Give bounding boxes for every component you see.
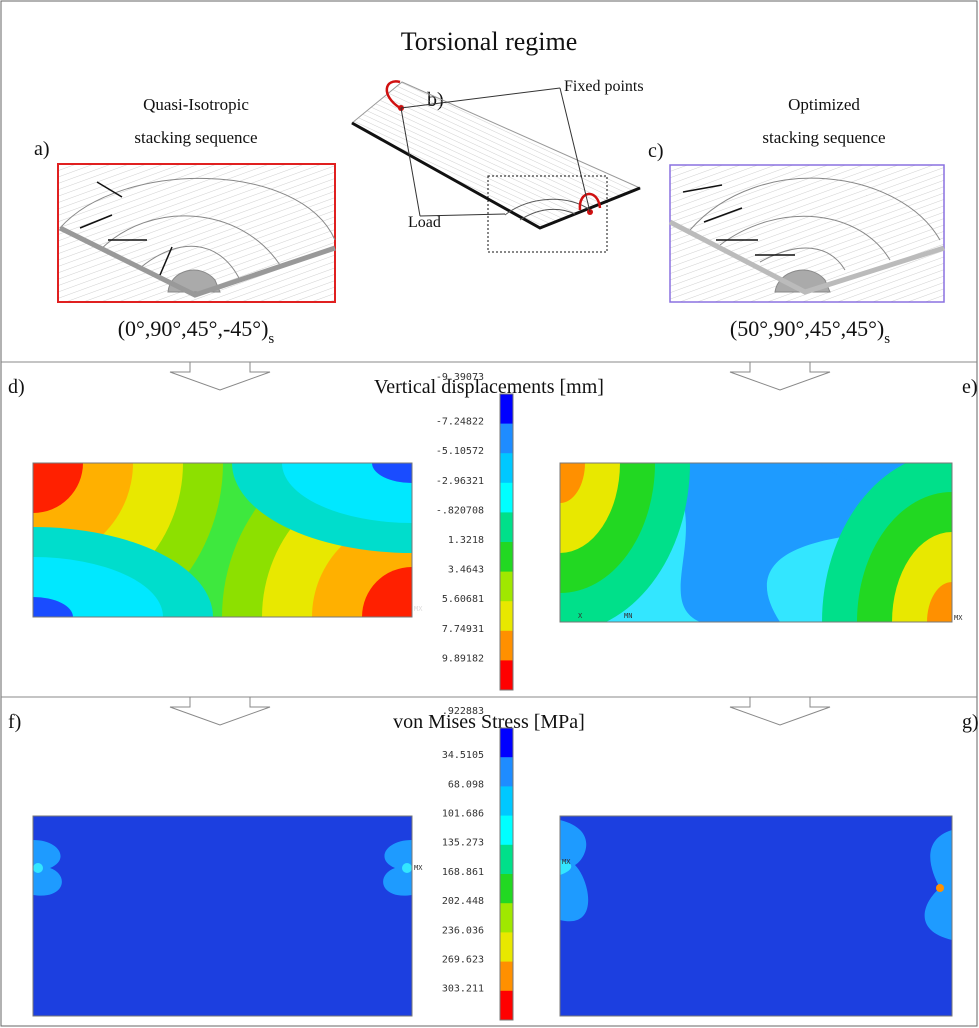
colorbar-label: -2.96321 xyxy=(436,476,484,487)
colorbar-label: 236.036 xyxy=(442,925,484,936)
plot-mark: X xyxy=(578,612,583,620)
panel-label: a) xyxy=(34,138,50,160)
colorbar-label: 5.60681 xyxy=(442,594,484,605)
plot-mark: MX xyxy=(954,614,963,622)
panel-label: d) xyxy=(8,376,25,398)
contour-plot xyxy=(560,816,952,1016)
colorbar-label: .922883 xyxy=(442,706,484,717)
contour-plot xyxy=(33,463,412,617)
colorbar-segment xyxy=(500,394,513,425)
colorbar-segment xyxy=(500,423,513,454)
colorbar-frame xyxy=(499,727,514,1021)
colorbar-segment xyxy=(500,815,513,846)
colorbar-label: 9.89182 xyxy=(442,653,484,664)
subscript: s xyxy=(884,331,890,347)
colorbar-label: 3.4643 xyxy=(448,565,484,576)
colorbar-segment xyxy=(500,990,513,1021)
colorbar-segment xyxy=(500,571,513,602)
contour-plot xyxy=(560,463,952,622)
caption: Quasi-Isotropic xyxy=(143,95,249,114)
colorbar-label: 168.861 xyxy=(442,867,484,878)
colorbar-segment xyxy=(500,601,513,632)
sketch-c xyxy=(668,164,945,303)
sequence-text: (50°,90°,45°,45°) xyxy=(730,316,884,341)
colorbar-segment xyxy=(500,961,513,992)
colorbar-label: 135.273 xyxy=(442,838,484,849)
colorbar-label: 1.3218 xyxy=(448,535,484,546)
colorbar-label: -9.39073 xyxy=(436,372,484,383)
annotation: Load xyxy=(408,214,441,231)
colorbar-segment xyxy=(500,757,513,787)
colorbar-label: 7.74931 xyxy=(442,624,484,635)
colorbar-label: 101.686 xyxy=(442,809,484,820)
sequence-text: (0°,90°,45°,-45°) xyxy=(118,316,269,341)
colorbar-segment xyxy=(500,542,513,573)
colorbar-label: -.820708 xyxy=(436,505,484,516)
plot-frame xyxy=(32,815,413,1017)
colorbar-label: 303.211 xyxy=(442,984,484,995)
plot-frame xyxy=(559,815,953,1017)
colorbar-segment xyxy=(500,660,513,691)
colorbar-segment xyxy=(500,512,513,543)
colorbar-segment xyxy=(500,482,513,513)
colorbar-label: 202.448 xyxy=(442,896,484,907)
colorbar-segment xyxy=(500,453,513,484)
panel-label: f) xyxy=(8,711,21,733)
colorbar-label: -7.24822 xyxy=(436,417,484,428)
plot-mark: MX xyxy=(562,858,571,866)
colorbar-segment xyxy=(500,728,513,758)
subscript: s xyxy=(268,331,274,347)
annotation: Fixed points xyxy=(564,78,644,95)
colorbar-frame xyxy=(499,393,514,691)
panel-label: e) xyxy=(962,376,978,398)
plot-mark: MX xyxy=(414,605,423,613)
sketch-a xyxy=(57,163,336,303)
section-title: von Mises Stress [MPa] xyxy=(393,711,585,733)
plot-frame xyxy=(559,462,953,623)
title: Torsional regime xyxy=(401,27,578,56)
panel-label: g) xyxy=(962,711,979,733)
colorbar-label: 269.623 xyxy=(442,955,484,966)
plot-frame xyxy=(32,462,413,618)
contour-plot xyxy=(33,816,412,1016)
panel-label: c) xyxy=(648,140,664,162)
colorbar-segment xyxy=(500,874,513,904)
colorbar-segment xyxy=(500,786,513,817)
section-title: Vertical displacements [mm] xyxy=(374,376,604,398)
sequence: (0°,90°,45°,-45°)s xyxy=(118,316,275,347)
colorbar-segment xyxy=(500,932,513,963)
colorbar-segment xyxy=(500,903,513,933)
colorbar-segment xyxy=(500,630,513,661)
sequence: (50°,90°,45°,45°)s xyxy=(730,316,890,347)
caption: stacking sequence xyxy=(134,128,257,147)
divider xyxy=(1,361,977,726)
caption: stacking sequence xyxy=(762,128,885,147)
colorbar-label: 68.098 xyxy=(448,779,484,790)
colorbar-label: -5.10572 xyxy=(436,446,484,457)
plot-mark: MN xyxy=(624,612,632,620)
plot-mark: MX xyxy=(414,864,423,872)
colorbar-label: 34.5105 xyxy=(442,750,484,761)
caption: Optimized xyxy=(788,95,860,114)
sketch-b xyxy=(351,80,642,253)
colorbar-segment xyxy=(500,844,513,875)
